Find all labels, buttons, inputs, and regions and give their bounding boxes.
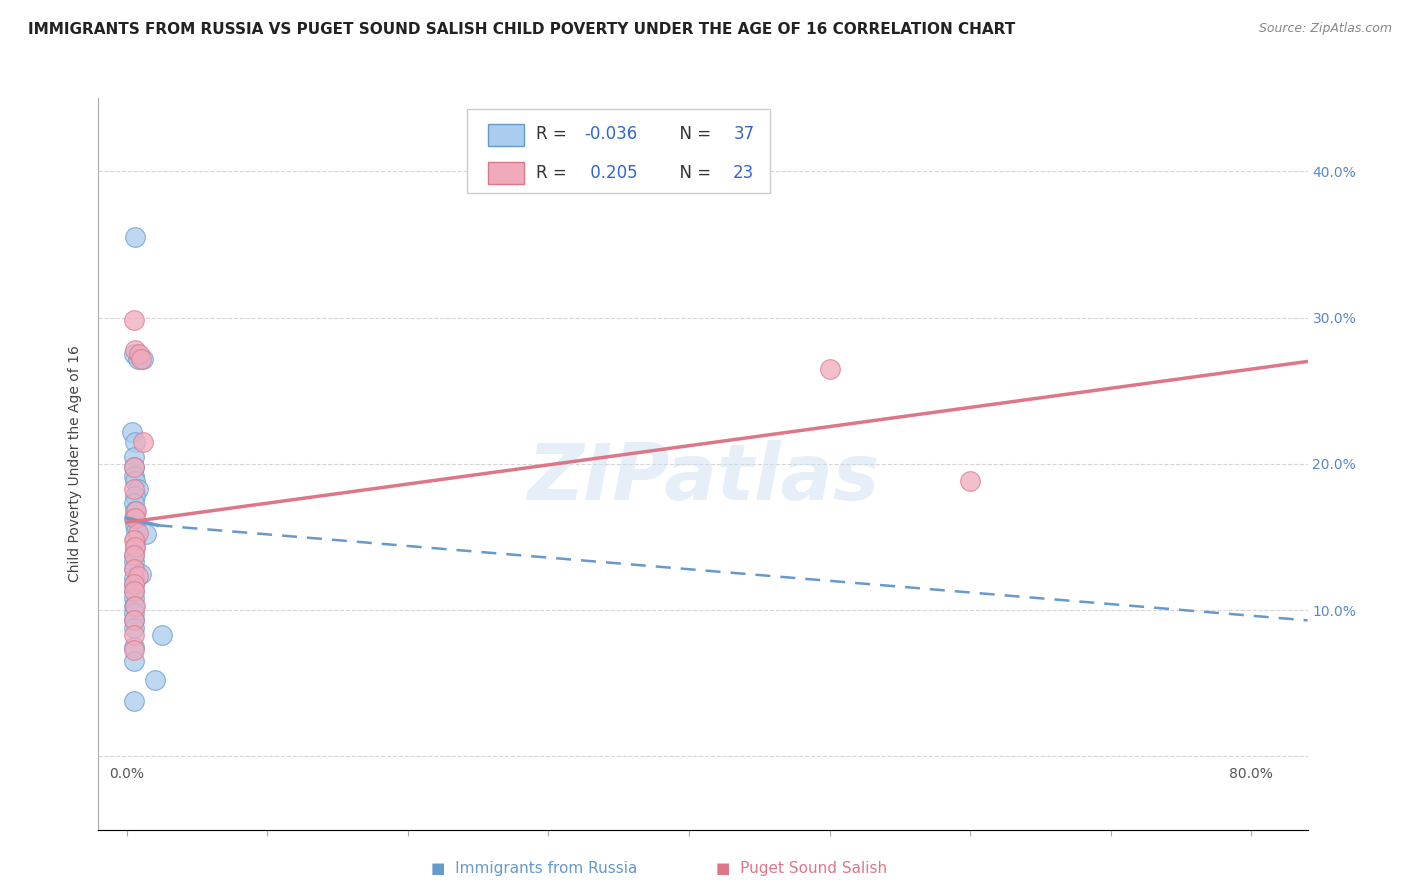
Point <box>122 591 145 606</box>
Point <box>125 503 148 517</box>
Point <box>122 468 145 483</box>
FancyBboxPatch shape <box>488 124 524 146</box>
Point <box>122 562 145 576</box>
Text: ■  Immigrants from Russia: ■ Immigrants from Russia <box>432 861 637 876</box>
Point <box>124 540 146 554</box>
Point <box>124 503 146 517</box>
Text: 23: 23 <box>734 163 755 182</box>
Point <box>122 548 145 562</box>
Point <box>124 434 146 449</box>
Point <box>122 584 145 599</box>
Point <box>122 459 145 474</box>
Text: R =: R = <box>536 125 572 144</box>
Text: R =: R = <box>536 163 572 182</box>
Point <box>122 533 145 547</box>
Text: N =: N = <box>669 125 717 144</box>
Point <box>122 613 145 627</box>
Point <box>122 347 145 361</box>
Point <box>127 482 149 496</box>
Point <box>132 351 155 366</box>
Point <box>150 628 173 642</box>
Point <box>818 361 841 376</box>
Point <box>122 562 145 576</box>
Point <box>128 347 150 361</box>
Point <box>122 613 145 627</box>
Point <box>124 599 146 613</box>
Text: N =: N = <box>669 163 717 182</box>
Point <box>124 540 146 554</box>
Point <box>122 606 145 620</box>
Text: IMMIGRANTS FROM RUSSIA VS PUGET SOUND SALISH CHILD POVERTY UNDER THE AGE OF 16 C: IMMIGRANTS FROM RUSSIA VS PUGET SOUND SA… <box>28 22 1015 37</box>
Point <box>124 475 146 489</box>
FancyBboxPatch shape <box>467 109 769 194</box>
Y-axis label: Child Poverty Under the Age of 16: Child Poverty Under the Age of 16 <box>69 345 83 582</box>
Point <box>122 640 145 654</box>
Text: Source: ZipAtlas.com: Source: ZipAtlas.com <box>1258 22 1392 36</box>
Text: ZIPatlas: ZIPatlas <box>527 441 879 516</box>
Point <box>129 566 152 581</box>
Point <box>132 434 155 449</box>
Point <box>122 459 145 474</box>
Point <box>122 555 145 569</box>
Point <box>122 571 145 585</box>
Point <box>959 475 981 489</box>
Point <box>125 524 148 538</box>
Point <box>129 351 152 366</box>
Point <box>124 518 146 533</box>
Text: -0.036: -0.036 <box>585 125 638 144</box>
Point <box>122 576 145 591</box>
Text: 0.0%: 0.0% <box>110 766 143 780</box>
Point <box>122 482 145 496</box>
Point <box>122 654 145 668</box>
Point <box>122 511 145 525</box>
Text: ■  Puget Sound Salish: ■ Puget Sound Salish <box>716 861 887 876</box>
Point <box>143 673 166 688</box>
Point <box>121 425 143 439</box>
Point <box>122 599 145 613</box>
Point <box>122 548 145 562</box>
Point <box>127 569 149 583</box>
Point <box>124 230 146 244</box>
Point <box>127 525 149 540</box>
Point <box>124 533 146 547</box>
Point <box>124 343 146 357</box>
Point <box>122 450 145 464</box>
Point <box>135 527 157 541</box>
Text: 0.205: 0.205 <box>585 163 637 182</box>
Point <box>122 496 145 510</box>
Point <box>127 351 149 366</box>
Point <box>124 489 146 503</box>
FancyBboxPatch shape <box>488 162 524 185</box>
Point <box>122 628 145 642</box>
Text: 37: 37 <box>734 125 755 144</box>
Point <box>122 694 145 708</box>
Point <box>122 576 145 591</box>
Point <box>122 584 145 599</box>
Point <box>122 313 145 327</box>
Point <box>124 511 146 525</box>
Text: 80.0%: 80.0% <box>1229 766 1274 780</box>
Point <box>122 621 145 635</box>
Point <box>122 642 145 657</box>
